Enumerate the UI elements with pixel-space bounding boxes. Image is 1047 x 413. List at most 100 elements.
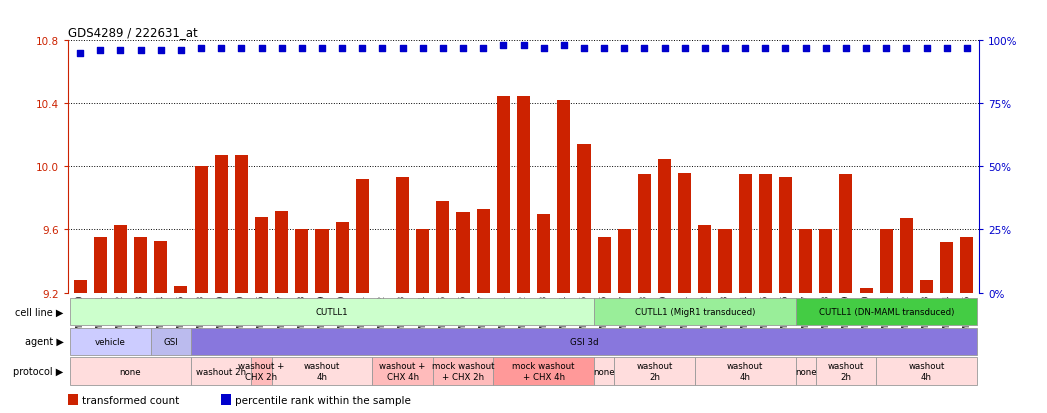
Bar bbox=[678, 173, 691, 293]
Bar bbox=[396, 178, 409, 293]
Text: agent ▶: agent ▶ bbox=[25, 337, 64, 347]
Point bbox=[938, 45, 955, 52]
Bar bbox=[251, 358, 271, 385]
Bar bbox=[195, 167, 207, 293]
Bar bbox=[417, 230, 429, 293]
Point bbox=[716, 45, 733, 52]
Bar bbox=[154, 241, 168, 293]
Text: washout +
CHX 2h: washout + CHX 2h bbox=[239, 362, 285, 381]
Bar bbox=[73, 280, 87, 293]
Point bbox=[857, 45, 874, 52]
Point bbox=[454, 45, 471, 52]
Point bbox=[233, 45, 250, 52]
Bar bbox=[860, 288, 872, 293]
Bar bbox=[373, 358, 432, 385]
Bar bbox=[658, 159, 671, 293]
Bar bbox=[114, 225, 127, 293]
Bar bbox=[151, 328, 191, 355]
Point bbox=[395, 45, 411, 52]
Point bbox=[193, 45, 209, 52]
Text: percentile rank within the sample: percentile rank within the sample bbox=[235, 394, 410, 405]
Point bbox=[616, 45, 632, 52]
Bar bbox=[315, 230, 329, 293]
Text: CUTLL1: CUTLL1 bbox=[316, 307, 349, 316]
Point bbox=[173, 48, 190, 55]
Bar bbox=[577, 145, 591, 293]
Point bbox=[777, 45, 794, 52]
Point bbox=[435, 45, 451, 52]
Text: none: none bbox=[594, 367, 615, 376]
Point bbox=[415, 45, 431, 52]
Bar bbox=[70, 358, 191, 385]
Bar bbox=[456, 213, 470, 293]
Text: GSI 3d: GSI 3d bbox=[570, 337, 598, 346]
Point bbox=[676, 45, 693, 52]
Bar bbox=[876, 358, 977, 385]
Bar bbox=[191, 358, 251, 385]
Point bbox=[475, 45, 492, 52]
Point bbox=[636, 45, 652, 52]
Point bbox=[153, 48, 170, 55]
Bar bbox=[796, 358, 816, 385]
Bar bbox=[698, 225, 711, 293]
Bar bbox=[738, 175, 752, 293]
Bar bbox=[695, 358, 796, 385]
Point bbox=[72, 50, 89, 57]
Bar bbox=[816, 358, 876, 385]
Text: mock washout
+ CHX 2h: mock washout + CHX 2h bbox=[431, 362, 494, 381]
Text: washout +
CHX 4h: washout + CHX 4h bbox=[379, 362, 426, 381]
Point bbox=[495, 43, 512, 50]
Bar bbox=[496, 96, 510, 293]
Text: transformed count: transformed count bbox=[82, 394, 179, 405]
Point bbox=[797, 45, 814, 52]
Bar bbox=[899, 219, 913, 293]
Bar bbox=[215, 156, 228, 293]
Bar bbox=[796, 298, 977, 325]
Bar bbox=[432, 358, 493, 385]
Text: washout 2h: washout 2h bbox=[196, 367, 246, 376]
Text: washout
4h: washout 4h bbox=[909, 362, 944, 381]
Bar bbox=[271, 358, 373, 385]
Point bbox=[92, 48, 109, 55]
Point bbox=[737, 45, 754, 52]
Point bbox=[918, 45, 935, 52]
Text: vehicle: vehicle bbox=[95, 337, 126, 346]
Point bbox=[818, 45, 834, 52]
Bar bbox=[476, 209, 490, 293]
Bar bbox=[557, 101, 571, 293]
Bar bbox=[594, 298, 796, 325]
Bar bbox=[221, 394, 231, 405]
Point bbox=[334, 45, 351, 52]
Bar bbox=[537, 214, 551, 293]
Text: washout
4h: washout 4h bbox=[727, 362, 763, 381]
Bar bbox=[70, 298, 594, 325]
Point bbox=[354, 45, 371, 52]
Bar bbox=[615, 358, 695, 385]
Point bbox=[314, 45, 331, 52]
Point bbox=[877, 45, 894, 52]
Bar bbox=[295, 230, 309, 293]
Point bbox=[535, 45, 552, 52]
Bar bbox=[275, 211, 288, 293]
Text: GSI: GSI bbox=[163, 337, 178, 346]
Bar bbox=[255, 217, 268, 293]
Point bbox=[213, 45, 229, 52]
Bar bbox=[517, 96, 530, 293]
Point bbox=[273, 45, 290, 52]
Text: none: none bbox=[119, 367, 141, 376]
Text: cell line ▶: cell line ▶ bbox=[15, 307, 64, 317]
Text: washout
4h: washout 4h bbox=[304, 362, 340, 381]
Point bbox=[757, 45, 774, 52]
Bar bbox=[493, 358, 594, 385]
Text: mock washout
+ CHX 4h: mock washout + CHX 4h bbox=[512, 362, 575, 381]
Point bbox=[838, 45, 854, 52]
Text: CUTLL1 (MigR1 transduced): CUTLL1 (MigR1 transduced) bbox=[634, 307, 755, 316]
Bar bbox=[68, 394, 77, 405]
Bar bbox=[134, 238, 148, 293]
Point bbox=[293, 45, 310, 52]
Point bbox=[958, 45, 975, 52]
Bar bbox=[638, 175, 651, 293]
Bar bbox=[759, 175, 772, 293]
Bar bbox=[598, 238, 610, 293]
Bar bbox=[819, 230, 832, 293]
